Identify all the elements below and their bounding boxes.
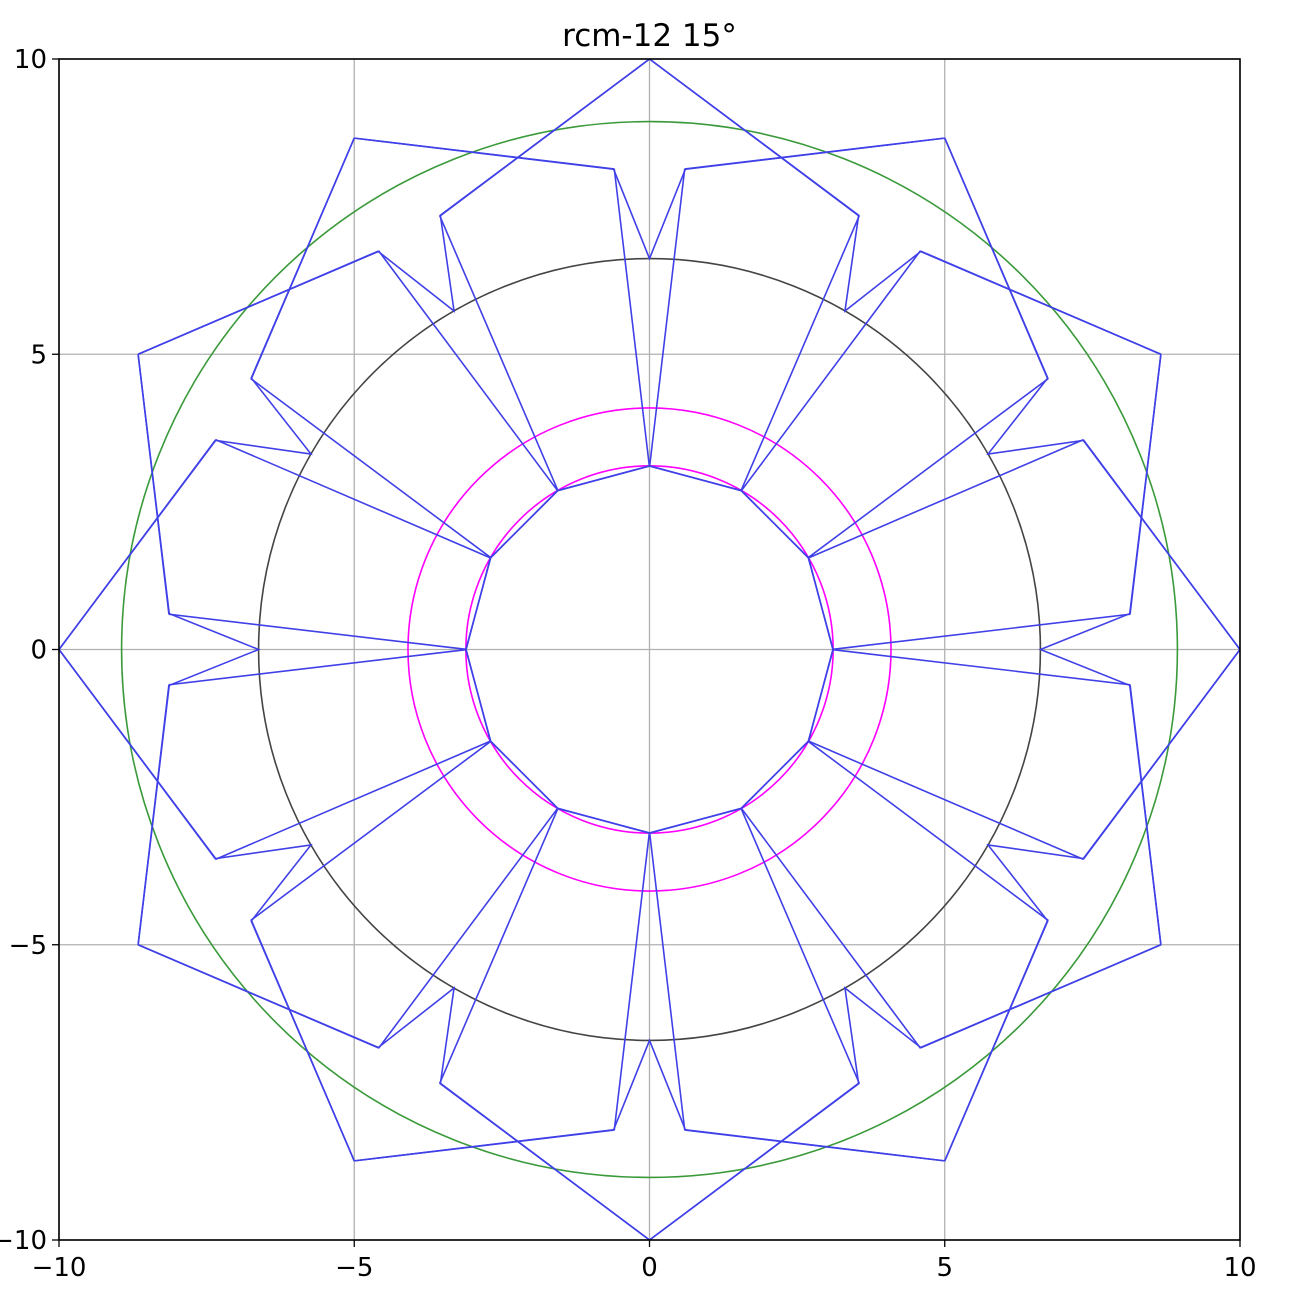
axis-ticks: [52, 58, 1241, 1247]
y-tick-label: −5: [9, 931, 47, 961]
x-tick-label: 5: [936, 1253, 953, 1283]
y-tick-label: 10: [14, 45, 47, 75]
circle-outer: [120, 120, 1179, 1179]
y-tick-label: 5: [30, 340, 47, 370]
x-tick-label: −5: [335, 1253, 373, 1283]
tick-labels: −10 −5 0 5 10 −10 −5 0 5 10: [0, 45, 1257, 1283]
star-pattern: [58, 58, 1241, 1241]
pattern-polyline: [740, 648, 1162, 1049]
chart-title: rcm-12 15°: [562, 18, 737, 54]
x-tick-label: −10: [32, 1253, 87, 1283]
x-tick-label: 10: [1223, 1253, 1256, 1283]
x-tick-label: 0: [641, 1253, 658, 1283]
y-tick-label: 0: [30, 636, 47, 666]
circle-inner-outer: [407, 407, 892, 892]
pattern-polyline: [944, 649, 1241, 1162]
y-tick-label: −10: [0, 1226, 47, 1256]
